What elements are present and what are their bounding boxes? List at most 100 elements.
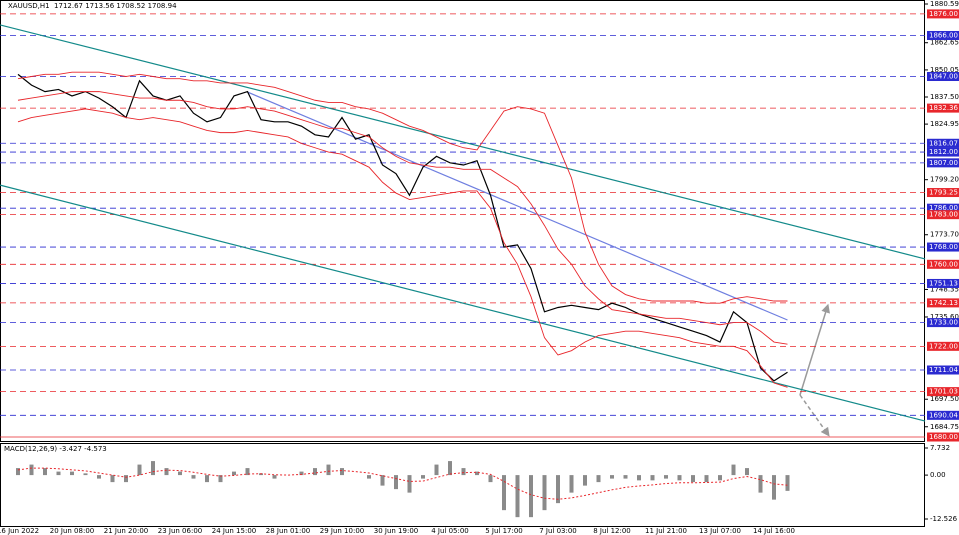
macd-bar (407, 475, 412, 493)
x-tick-label: 11 Jul 21:00 (645, 527, 687, 535)
level-label-box (927, 259, 959, 269)
macd-bar (313, 468, 317, 476)
y-tick-label: 1697.50 (930, 395, 959, 403)
y-tick-label: 0.00 (930, 471, 946, 479)
macd-bar (56, 471, 61, 476)
level-label-box (927, 103, 959, 113)
level-label-box (927, 9, 959, 19)
level-label-box (927, 147, 959, 157)
x-tick-label: 14 Jul 16:00 (753, 527, 795, 535)
x-tick-label: 30 Jun 19:00 (374, 527, 418, 535)
macd-bar (421, 475, 425, 479)
macd-bar (515, 475, 520, 518)
level-label: 1816.07 (929, 139, 958, 147)
chart-header: XAUUSD,H1 1712.67 1713.56 1708.52 1708.9… (8, 2, 177, 10)
macd-bar (448, 461, 452, 476)
price-panel (0, 0, 925, 442)
macd-bar (650, 475, 655, 481)
y-tick-label: 1684.75 (930, 423, 959, 431)
macd-bar (232, 471, 236, 476)
y-tick-label: 1735.60 (930, 313, 959, 321)
level-label: 1690.04 (929, 411, 958, 419)
macd-bar (502, 475, 506, 511)
macd-bar (83, 473, 88, 476)
level-label: 1742.13 (929, 299, 958, 307)
macd-bar (205, 475, 209, 483)
macd-bar (124, 475, 128, 483)
bollinger-band (17, 91, 788, 345)
macd-bar (367, 475, 371, 479)
macd-bar (542, 475, 547, 511)
macd-bar (272, 475, 277, 479)
level-label: 1783.00 (929, 211, 958, 219)
trend-line (0, 184, 926, 422)
macd-bar (434, 464, 439, 476)
x-tick-label: 21 Jun 20:00 (104, 527, 148, 535)
macd-bar (218, 475, 223, 483)
macd-bar (488, 475, 493, 483)
level-label: 1711.04 (929, 366, 958, 374)
level-label: 1733.00 (929, 319, 958, 327)
macd-bar (596, 475, 601, 483)
macd-bar (178, 471, 182, 476)
macd-bar (785, 475, 790, 491)
x-tick-label: 5 Jul 17:00 (485, 527, 523, 535)
x-tick-label: 29 Jun 10:00 (320, 527, 364, 535)
level-label: 1701.03 (929, 388, 958, 396)
projection-arrow (799, 394, 830, 437)
level-label-box (927, 188, 959, 198)
macd-bar (164, 468, 169, 476)
level-label-box (927, 158, 959, 168)
x-tick-label: 28 Jun 01:00 (266, 527, 310, 535)
signal-line (17, 467, 788, 500)
macd-bar (191, 475, 196, 479)
macd-bar (677, 475, 682, 481)
level-label-box (927, 278, 959, 288)
macd-bar (70, 471, 74, 476)
level-label-box (927, 203, 959, 213)
x-tick-label: 8 Jul 12:00 (593, 527, 631, 535)
macd-bar (772, 475, 776, 500)
level-label: 1866.00 (929, 31, 958, 39)
macd-bar (745, 468, 749, 476)
level-label: 1722.00 (929, 342, 958, 350)
level-label: 1847.00 (929, 73, 958, 81)
macd-bar (43, 468, 47, 476)
macd-bar (731, 464, 736, 476)
macd-panel (0, 443, 925, 527)
level-label-box (927, 432, 959, 442)
trend-line (247, 91, 788, 321)
level-label: 1760.00 (929, 260, 958, 268)
level-label: 1876.00 (929, 10, 958, 18)
macd-bar (718, 475, 722, 481)
macd-bar (583, 475, 587, 486)
x-tick-label: 24 Jun 15:00 (212, 527, 256, 535)
x-tick-label: 16 Jun 2022 (0, 527, 39, 535)
x-tick-label: 13 Jul 07:00 (699, 527, 741, 535)
macd-bar (151, 461, 155, 476)
y-tick-label: -12.526 (930, 515, 958, 523)
macd-bar (529, 475, 533, 518)
level-label: 1786.00 (929, 204, 958, 212)
macd-bar (97, 475, 101, 479)
macd-bar (569, 475, 574, 493)
y-tick-label: 1799.20 (930, 176, 959, 184)
macd-bar (259, 473, 263, 476)
x-tick-label: 7 Jul 03:00 (539, 527, 577, 535)
level-label-box (927, 298, 959, 308)
macd-bar (623, 475, 628, 479)
y-tick-label: 1837.50 (930, 93, 959, 101)
macd-bar (245, 468, 250, 476)
level-label: 1751.13 (929, 279, 958, 287)
macd-bar (691, 475, 695, 483)
level-label: 1768.00 (929, 243, 958, 251)
bollinger-band (17, 71, 788, 304)
macd-bar (299, 471, 304, 476)
macd-bar (380, 475, 385, 486)
level-label-box (927, 210, 959, 220)
level-label: 1832.36 (929, 104, 958, 112)
macd-bar (326, 464, 331, 476)
macd-bar (637, 475, 641, 481)
trend-line (0, 24, 926, 260)
